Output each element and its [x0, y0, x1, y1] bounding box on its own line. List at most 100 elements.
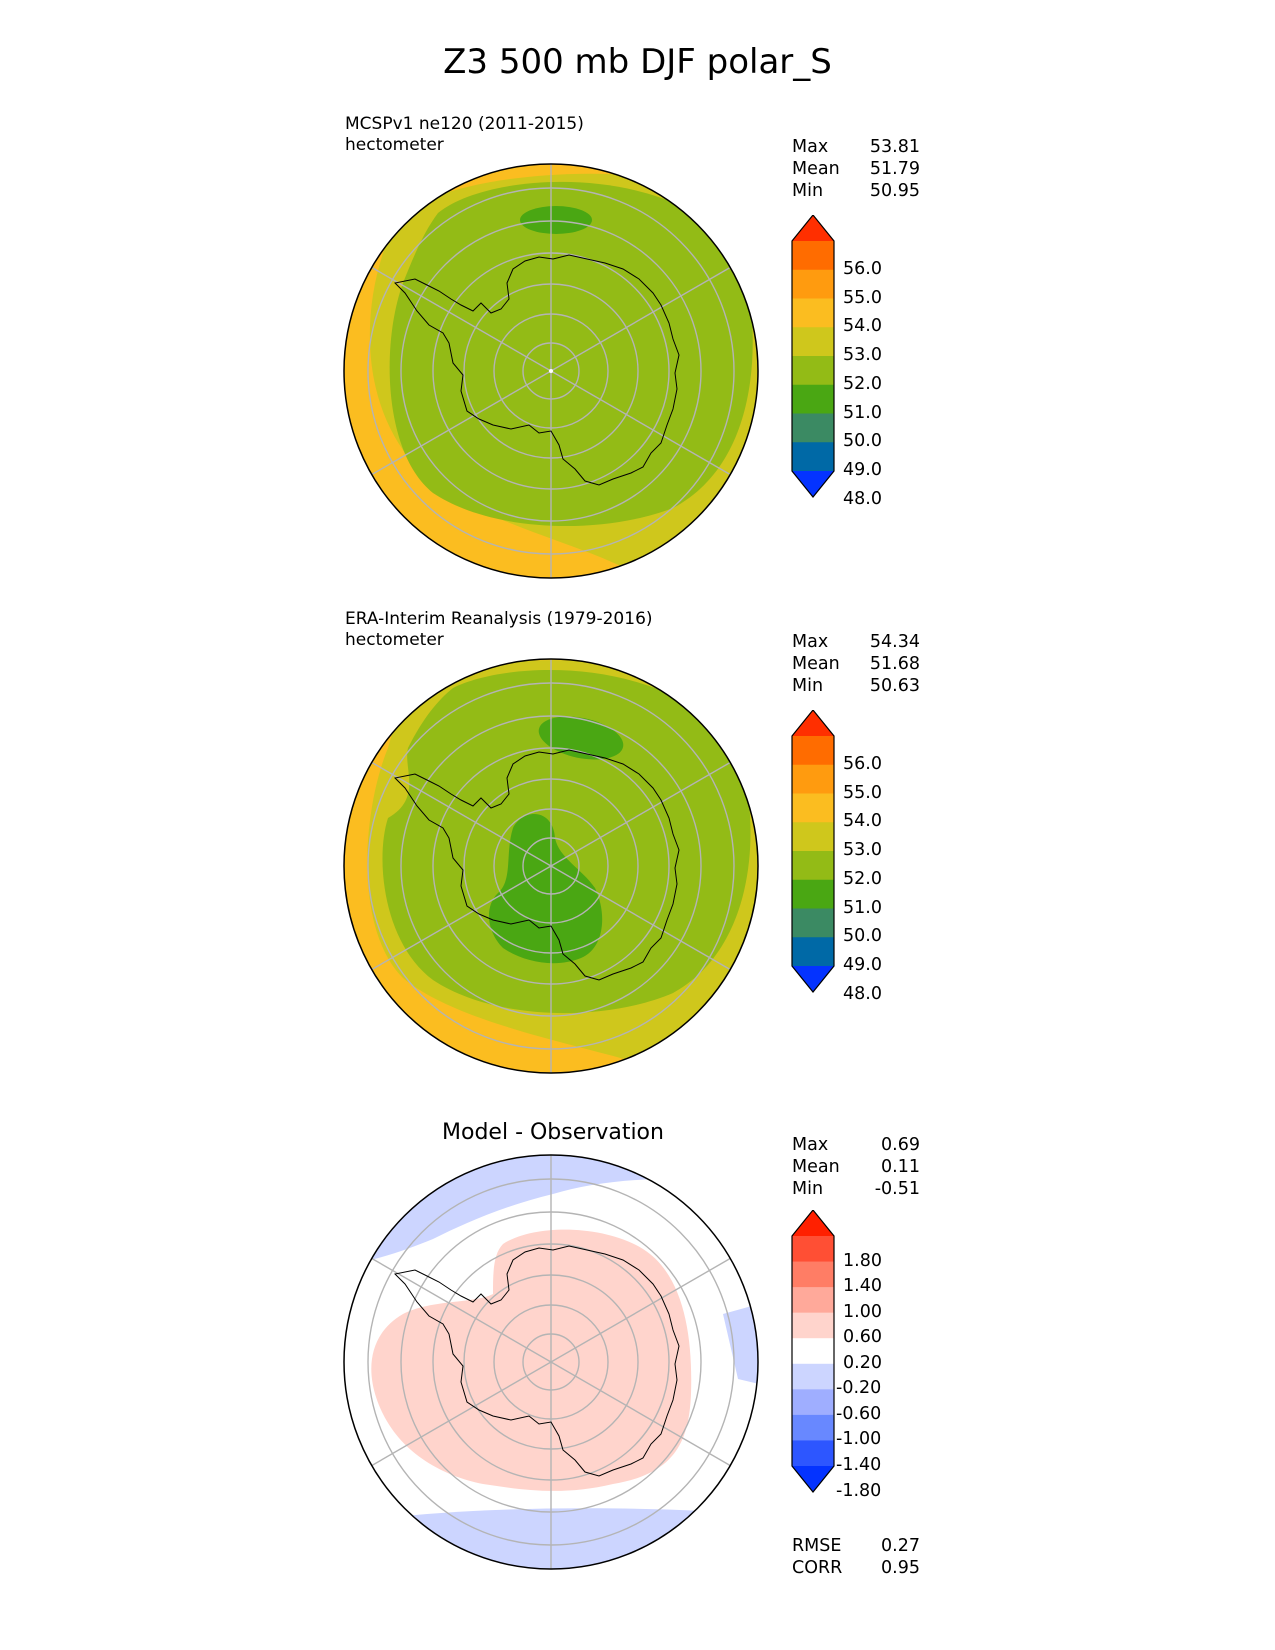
- colorbar-tick-label: -1.40: [836, 1455, 882, 1475]
- map-boundary: [343, 1154, 759, 1570]
- colorbar-tick-label: 0.60: [843, 1327, 882, 1348]
- panel-model-case-name: MCSPv1 ne120 (2011-2015): [345, 114, 584, 134]
- colorbar-extend-min: [792, 471, 834, 497]
- panel-model-title: MCSPv1 ne120 (2011-2015) hectometer: [345, 114, 584, 156]
- colorbar-tick-label: -0.60: [836, 1403, 882, 1424]
- colorbar-segment: [792, 1261, 834, 1288]
- colorbar-extend-max: [792, 1210, 834, 1236]
- colorbar-segment: [792, 1312, 834, 1339]
- stat-mean: Mean 0.11: [792, 1157, 920, 1177]
- colorbar-tick-label: 48.0: [843, 488, 882, 509]
- colorbar-segment: [792, 851, 834, 881]
- colorbar-segment: [792, 1287, 834, 1314]
- colorbar-segment: [792, 327, 834, 357]
- panel-model-map: [343, 163, 759, 579]
- panel-obs-case-name: ERA-Interim Reanalysis (1979-2016): [345, 609, 653, 629]
- metric-rmse: RMSE 0.27: [792, 1536, 920, 1556]
- colorbar-tick-label: -1.80: [836, 1480, 882, 1501]
- colorbar-segment: [792, 879, 834, 909]
- panel-observation: ERA-Interim Reanalysis (1979-2016) hecto…: [0, 0, 1275, 1074]
- colorbar-segment: [792, 269, 834, 299]
- metric-corr: CORR 0.95: [792, 1558, 920, 1578]
- colorbar-segment: [792, 937, 834, 967]
- panel-model-units: hectometer: [345, 135, 444, 155]
- colorbar-extend-max: [792, 215, 834, 241]
- panel-model: MCSPv1 ne120 (2011-2015) hectometer: [0, 0, 1275, 579]
- stat-min: Min -0.51: [792, 1179, 920, 1199]
- figure-title: Z3 500 mb DJF polar_S: [443, 42, 832, 82]
- map-boundary: [343, 658, 759, 1074]
- colorbar-tick-label: -0.20: [836, 1378, 882, 1399]
- colorbar-tick-label: 56.0: [843, 258, 882, 279]
- colorbar-tick-label: 48.0: [843, 983, 882, 1004]
- contour-neg-east: [723, 1304, 758, 1384]
- panel-diff-colorbar: [791, 1210, 835, 1493]
- panel-diff-stats: Max 0.69 Mean 0.11 Min -0.51: [792, 1134, 920, 1200]
- colorbar-tick-label: 1.40: [843, 1276, 882, 1297]
- colorbar-tick-label: 0.20: [843, 1352, 882, 1373]
- colorbar-extend-max: [792, 710, 834, 736]
- colorbar-tick-label: 51.0: [843, 402, 882, 423]
- colorbar-segment: [792, 736, 834, 766]
- panel-model-colorbar: [791, 215, 835, 498]
- colorbar-segment: [792, 1236, 834, 1263]
- colorbar-tick-label: 52.0: [843, 373, 882, 394]
- colorbar-tick-label: 55.0: [843, 782, 882, 803]
- contour-50-51: [520, 206, 592, 234]
- colorbar-tick-label: 55.0: [843, 287, 882, 308]
- contour-50-51-center: [488, 814, 603, 964]
- panel-diff-title: Model - Observation: [442, 1120, 664, 1145]
- stat-mean: Mean 51.68: [792, 654, 920, 674]
- south-pole-marker: [549, 369, 553, 373]
- stat-max: Max 53.81: [792, 137, 920, 157]
- colorbar-outline: [791, 215, 835, 498]
- colorbar-segment: [792, 822, 834, 852]
- colorbar-segment: [792, 764, 834, 794]
- colorbar-tick-label: 50.0: [843, 926, 882, 947]
- colorbar-tick-label: 49.0: [843, 460, 882, 480]
- colorbar-segment: [792, 908, 834, 938]
- colorbar-segment: [792, 356, 834, 386]
- colorbar-tick-label: 50.0: [843, 431, 882, 452]
- colorbar-tick-label: 54.0: [843, 811, 882, 832]
- colorbar-segment: [792, 793, 834, 823]
- colorbar-segment: [792, 241, 834, 271]
- colorbar-tick-label: 54.0: [843, 316, 882, 337]
- panel-model-stats: Max 53.81 Mean 51.79 Min 50.95: [792, 136, 920, 202]
- colorbar-extend-min: [792, 966, 834, 992]
- colorbar-segment: [792, 442, 834, 472]
- colorbar-tick-label: 49.0: [843, 955, 882, 975]
- stat-min: Min 50.63: [792, 676, 920, 696]
- map-boundary: [343, 163, 759, 579]
- panel-obs-title: ERA-Interim Reanalysis (1979-2016) hecto…: [345, 609, 653, 651]
- colorbar-segment: [792, 1338, 834, 1365]
- colorbar-tick-label: -1.00: [836, 1429, 882, 1450]
- panel-obs-units: hectometer: [345, 630, 444, 650]
- colorbar-tick-label: 56.0: [843, 753, 882, 774]
- stat-max: Max 54.34: [792, 632, 920, 652]
- panel-obs-stats: Max 54.34 Mean 51.68 Min 50.63: [792, 631, 920, 697]
- colorbar-tick-label: 52.0: [843, 868, 882, 889]
- colorbar-tick-label: 53.0: [843, 840, 882, 860]
- colorbar-outline: [791, 1210, 835, 1493]
- colorbar-tick-label: 1.80: [843, 1250, 882, 1271]
- colorbar-segment: [792, 413, 834, 443]
- panel-difference: Model - Observation Max 0.69: [0, 0, 1275, 1578]
- colorbar-segment: [792, 298, 834, 328]
- panel-obs-map: [343, 658, 759, 1074]
- stat-mean: Mean 51.79: [792, 159, 920, 179]
- colorbar-tick-label: 51.0: [843, 897, 882, 918]
- colorbar-outline: [791, 710, 835, 993]
- panel-diff-map: [343, 1154, 759, 1570]
- colorbar-tick-label: 53.0: [843, 345, 882, 365]
- stat-min: Min 50.95: [792, 181, 920, 201]
- colorbar-tick-label: 1.00: [843, 1301, 882, 1322]
- stat-max: Max 0.69: [792, 1135, 920, 1155]
- colorbar-segment: [792, 1389, 834, 1416]
- colorbar-segment: [792, 1414, 834, 1441]
- colorbar-extend-min: [792, 1466, 834, 1492]
- colorbar-segment: [792, 1440, 834, 1467]
- colorbar-segment: [792, 384, 834, 414]
- panel-obs-colorbar: [791, 710, 835, 993]
- colorbar-segment: [792, 1363, 834, 1390]
